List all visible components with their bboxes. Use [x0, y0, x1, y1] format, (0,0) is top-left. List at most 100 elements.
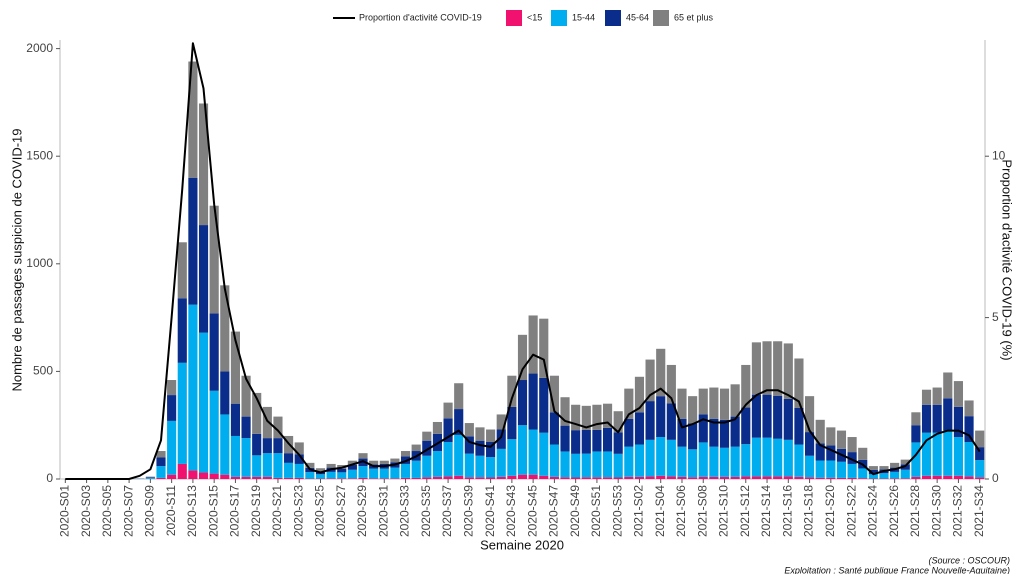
bar-segment — [507, 475, 517, 479]
bar-segment — [890, 478, 900, 479]
bar-segment — [783, 439, 793, 477]
bar-segment — [698, 388, 708, 415]
bar-segment — [953, 406, 963, 438]
bar-segment — [677, 446, 687, 477]
x-tick-label: 2021-S04 — [653, 485, 667, 537]
bar-segment — [656, 348, 666, 397]
bar-segment — [826, 460, 836, 478]
bar-segment — [624, 388, 634, 419]
bar-segment — [783, 398, 793, 440]
bar-segment — [422, 477, 432, 479]
bar-segment — [432, 421, 443, 434]
x-tick-label: 2020-S15 — [206, 485, 220, 537]
legend-swatch — [653, 10, 669, 26]
bar-segment — [241, 438, 251, 477]
bar-segment — [507, 406, 517, 440]
bar-segment — [645, 476, 655, 479]
bar-segment — [432, 451, 443, 477]
bar-segment — [517, 334, 528, 381]
bar-segment — [422, 455, 432, 478]
bar-segment — [751, 342, 761, 395]
bar-segment — [794, 476, 804, 479]
bar-segment — [188, 470, 198, 479]
bar-segment — [975, 477, 985, 479]
bar-segment — [571, 430, 581, 454]
bar-segment — [400, 463, 411, 478]
bar-segment — [209, 390, 219, 474]
x-tick-label: 2021-S10 — [717, 485, 731, 537]
bar-segment — [634, 444, 645, 477]
bar-segment — [741, 407, 751, 445]
bar-segment — [241, 375, 251, 417]
bar-segment — [220, 371, 230, 415]
bar-segment — [411, 477, 421, 479]
bar-segment — [762, 394, 772, 438]
bar-segment — [964, 441, 974, 477]
bar-segment — [900, 469, 910, 479]
bar-segment — [539, 475, 549, 479]
bar-segment — [528, 429, 538, 475]
bar-segment — [975, 447, 985, 461]
x-tick-label: 2021-S34 — [972, 485, 986, 537]
bar-segment — [517, 425, 528, 475]
bar-segment — [656, 475, 666, 479]
bar-segment — [677, 388, 687, 419]
bar-segment — [262, 438, 272, 454]
bar-segment — [719, 419, 730, 448]
bar-segment — [868, 466, 878, 470]
bar-segment — [645, 401, 655, 440]
bar-segment — [836, 430, 847, 449]
bar-segment — [369, 478, 379, 479]
bar-segment — [741, 476, 751, 479]
bar-segment — [677, 418, 687, 447]
bar-segment — [167, 474, 177, 479]
bar-segment — [496, 476, 506, 479]
bar-segment — [432, 476, 443, 479]
bar-segment — [539, 432, 549, 476]
bar-segment — [347, 478, 357, 479]
x-tick-label: 2021-S12 — [738, 485, 752, 537]
bar-segment — [602, 477, 613, 479]
bar-segment — [571, 453, 581, 478]
bar-segment — [262, 453, 272, 477]
bar-segment — [794, 444, 804, 477]
bar-segment — [496, 448, 506, 477]
bar-segment — [592, 429, 602, 452]
bar-segment — [847, 452, 857, 464]
bar-segment — [315, 468, 326, 472]
bar-segment — [592, 404, 602, 430]
bar-segment — [847, 463, 857, 478]
bar-segment — [751, 476, 761, 479]
bar-segment — [411, 460, 421, 478]
bar-segment — [730, 384, 740, 417]
bar-segment — [688, 477, 698, 479]
legend-swatch — [551, 10, 567, 26]
bar-segment — [613, 411, 623, 433]
bar-segment — [602, 451, 613, 478]
bar-segment — [347, 460, 357, 466]
bar-segment — [496, 429, 506, 449]
bar-segment — [379, 478, 389, 479]
bar-segment — [645, 359, 655, 402]
bar-segment — [209, 473, 219, 479]
bar-segment — [815, 460, 825, 478]
bar-segment — [804, 396, 815, 433]
bar-segment — [167, 420, 177, 475]
bar-segment — [932, 404, 942, 433]
y-tick-label: 2000 — [26, 41, 53, 55]
bar-segment — [719, 388, 730, 420]
x-tick-label: 2020-S41 — [483, 485, 497, 537]
bar-segment — [666, 364, 676, 404]
bar-segment — [252, 476, 262, 479]
bar-segment — [953, 437, 963, 476]
bar-segment — [230, 476, 241, 479]
x-axis-title: Semaine 2020 — [480, 537, 564, 552]
bar-segment — [762, 476, 772, 479]
bar-segment — [209, 205, 219, 314]
bar-segment — [762, 341, 772, 395]
source-note: (Source : OSCOUR) — [928, 555, 1010, 565]
bar-segment — [921, 475, 932, 479]
bar-segment — [602, 427, 613, 452]
bar-segment — [294, 454, 304, 464]
bar-segment — [836, 477, 847, 479]
